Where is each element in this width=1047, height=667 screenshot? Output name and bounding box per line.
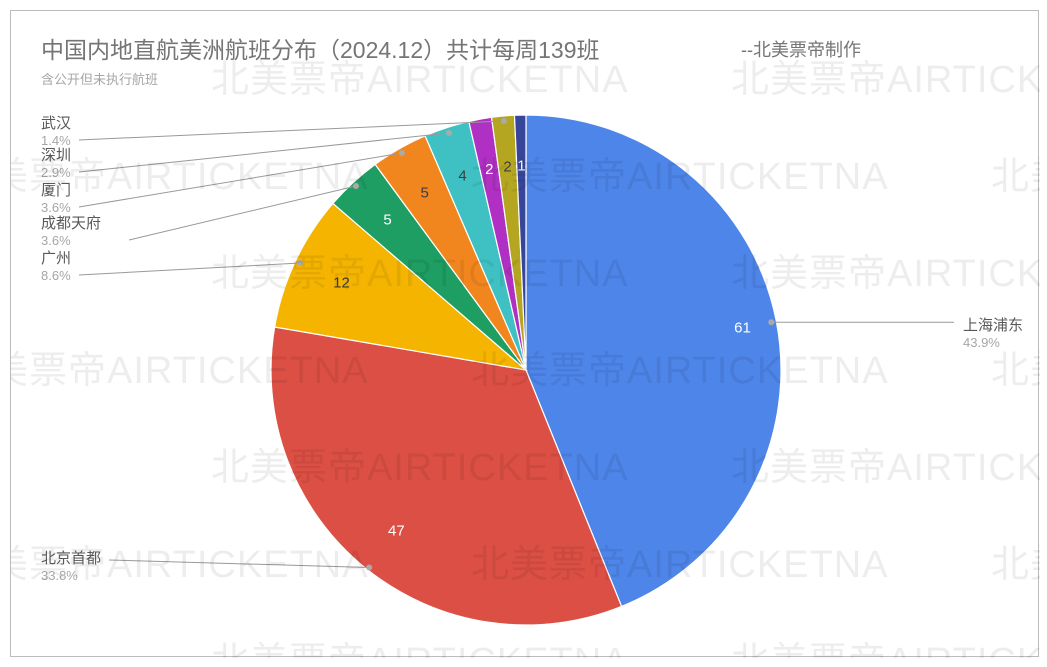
svg-text:5: 5 [383, 212, 391, 229]
svg-text:47: 47 [388, 522, 405, 539]
svg-text:2: 2 [485, 161, 493, 178]
svg-text:12: 12 [333, 275, 350, 292]
svg-text:61: 61 [734, 319, 751, 336]
svg-text:4: 4 [458, 168, 466, 185]
svg-text:1: 1 [517, 158, 525, 175]
svg-text:2: 2 [503, 158, 511, 175]
svg-text:5: 5 [421, 184, 429, 201]
